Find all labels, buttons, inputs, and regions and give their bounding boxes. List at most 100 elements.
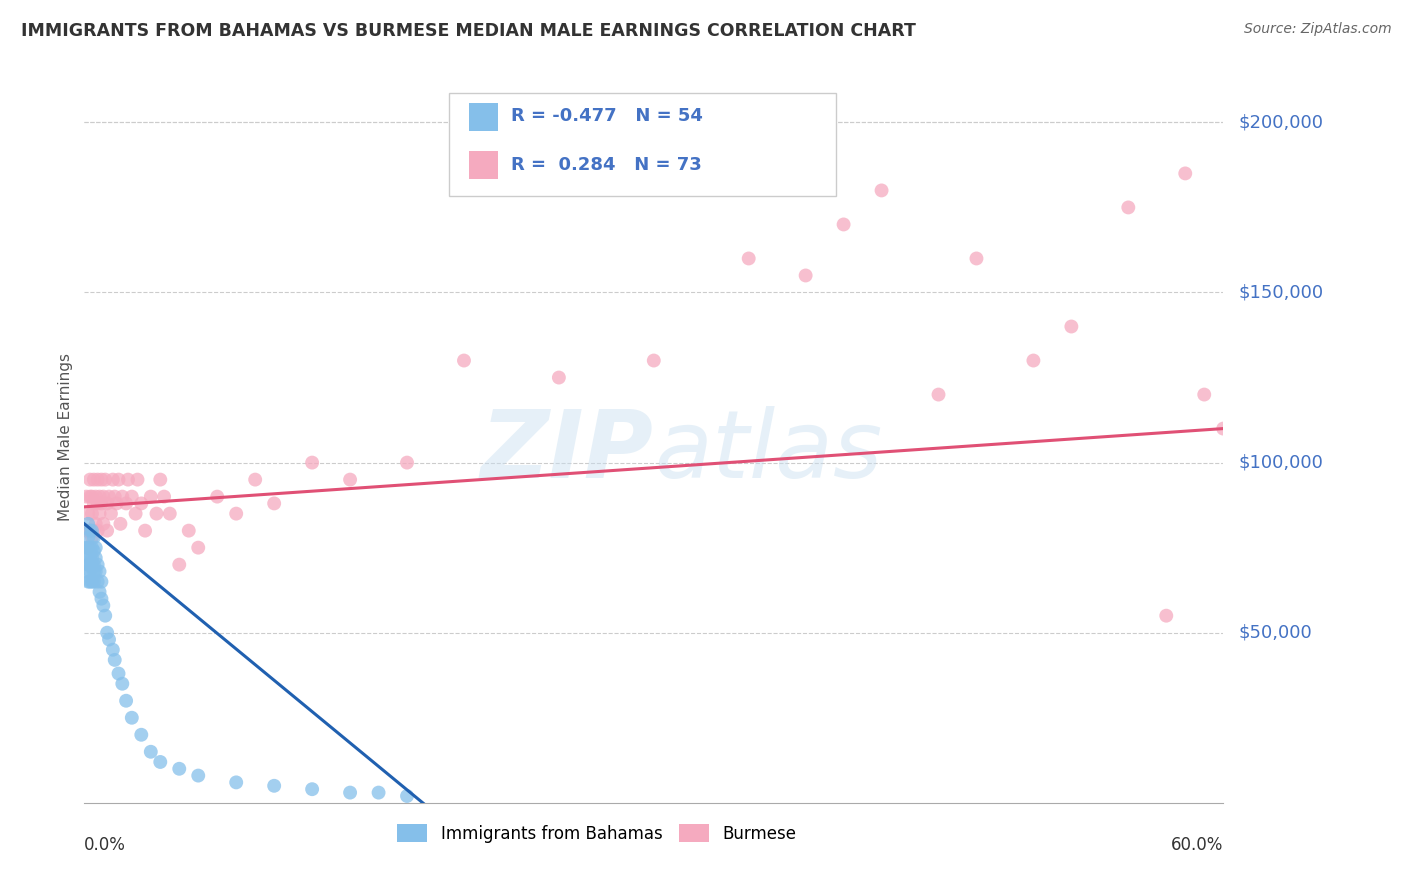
Point: [80, 524, 103, 538]
Point: [1212, 421, 1234, 435]
Point: [1194, 387, 1216, 401]
Point: [169, 762, 191, 776]
Point: [453, 353, 475, 368]
Point: [96, 625, 118, 640]
Point: [79, 473, 101, 487]
Point: [84, 516, 107, 531]
Point: [84, 550, 107, 565]
Point: [89, 490, 111, 504]
Point: [263, 496, 285, 510]
Point: [187, 768, 209, 782]
Point: [79, 565, 101, 579]
Point: [84, 541, 107, 555]
Point: [107, 473, 129, 487]
Point: [131, 496, 153, 510]
Point: [131, 728, 153, 742]
FancyBboxPatch shape: [470, 152, 498, 179]
Point: [127, 473, 149, 487]
Point: [245, 473, 267, 487]
Point: [117, 473, 139, 487]
FancyBboxPatch shape: [470, 103, 498, 131]
Point: [100, 507, 122, 521]
Point: [77, 541, 100, 555]
Text: $100,000: $100,000: [1239, 454, 1323, 472]
Point: [139, 490, 162, 504]
Point: [79, 490, 101, 504]
Text: atlas: atlas: [654, 406, 882, 497]
Text: ZIP: ZIP: [481, 406, 654, 498]
Point: [367, 786, 389, 800]
Point: [870, 183, 893, 197]
Point: [115, 496, 138, 510]
Point: [96, 524, 118, 538]
Point: [79, 541, 101, 555]
Point: [169, 558, 191, 572]
Point: [86, 558, 108, 572]
Point: [225, 507, 247, 521]
Point: [104, 490, 127, 504]
Point: [80, 541, 103, 555]
Point: [83, 565, 105, 579]
Point: [79, 558, 101, 572]
Text: $150,000: $150,000: [1239, 284, 1323, 301]
Point: [77, 558, 100, 572]
Point: [1022, 353, 1045, 368]
Point: [339, 786, 361, 800]
Point: [101, 642, 124, 657]
Point: [83, 524, 105, 538]
Point: [339, 473, 361, 487]
Point: [1174, 166, 1197, 180]
Point: [80, 490, 103, 504]
Point: [105, 496, 128, 510]
Point: [145, 507, 167, 521]
Point: [89, 507, 111, 521]
Point: [96, 496, 118, 510]
Point: [77, 516, 100, 531]
Point: [149, 473, 172, 487]
Point: [84, 565, 107, 579]
Point: [75, 550, 97, 565]
Point: [93, 490, 115, 504]
Point: [1060, 319, 1083, 334]
Point: [1118, 201, 1140, 215]
Point: [124, 507, 146, 521]
Point: [107, 666, 129, 681]
Text: 0.0%: 0.0%: [84, 836, 127, 854]
Point: [77, 574, 100, 589]
Point: [86, 496, 108, 510]
Point: [93, 599, 115, 613]
Point: [90, 496, 112, 510]
Point: [139, 745, 162, 759]
Point: [83, 531, 105, 545]
Point: [121, 490, 143, 504]
Point: [94, 473, 117, 487]
Text: 60.0%: 60.0%: [1171, 836, 1223, 854]
Point: [75, 524, 97, 538]
Legend: Immigrants from Bahamas, Burmese: Immigrants from Bahamas, Burmese: [391, 818, 803, 849]
Point: [111, 490, 134, 504]
Point: [89, 565, 111, 579]
Point: [84, 490, 107, 504]
Point: [832, 218, 855, 232]
Point: [301, 456, 323, 470]
Point: [301, 782, 323, 797]
Text: $200,000: $200,000: [1239, 113, 1323, 131]
Point: [83, 558, 105, 572]
Point: [207, 490, 229, 504]
Point: [396, 456, 419, 470]
Point: [115, 694, 138, 708]
Point: [548, 370, 571, 384]
Point: [396, 789, 419, 803]
Point: [80, 574, 103, 589]
Point: [80, 558, 103, 572]
Text: $50,000: $50,000: [1239, 624, 1312, 641]
Point: [111, 677, 134, 691]
Point: [86, 473, 108, 487]
Point: [77, 541, 100, 555]
Point: [83, 473, 105, 487]
Point: [75, 565, 97, 579]
Point: [643, 353, 665, 368]
Point: [966, 252, 988, 266]
Point: [101, 473, 124, 487]
Point: [1156, 608, 1178, 623]
